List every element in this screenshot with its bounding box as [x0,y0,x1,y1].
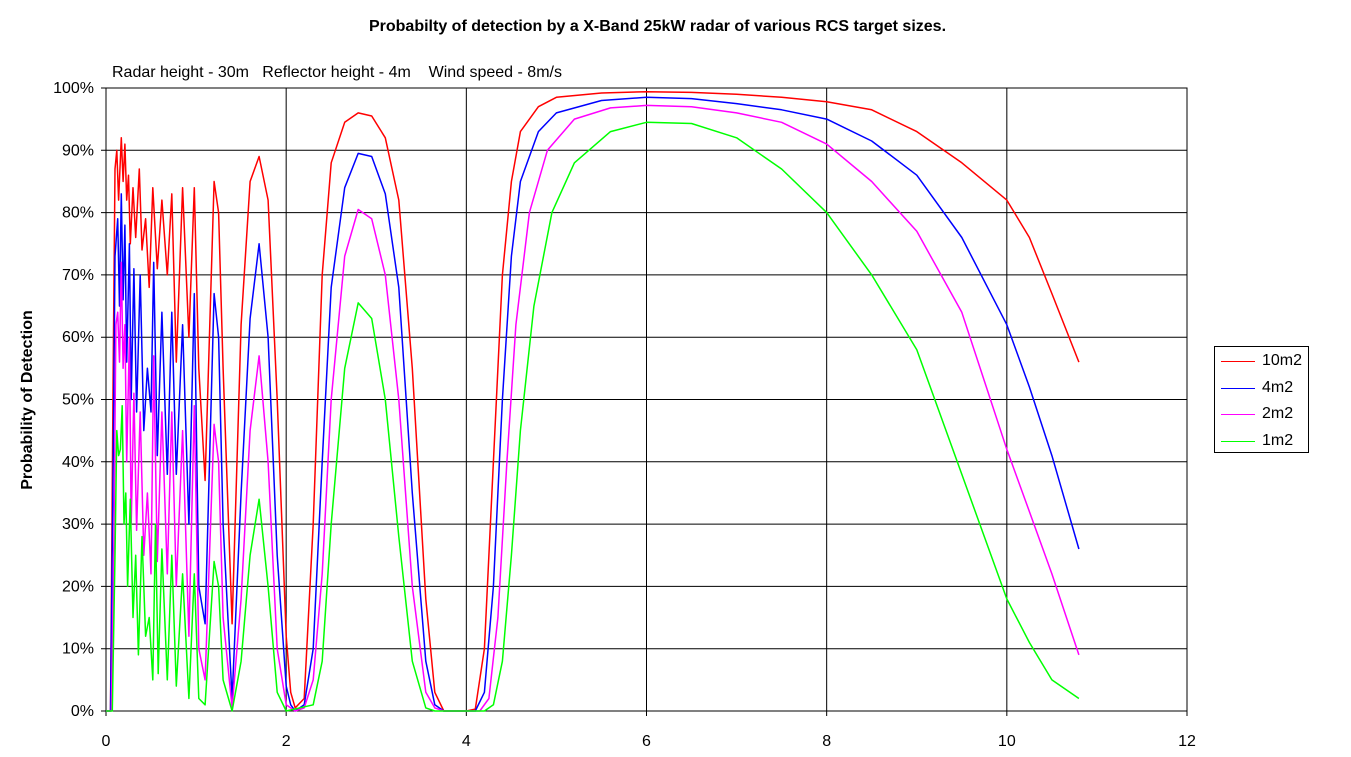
legend-swatch [1221,440,1255,442]
y-tick-label: 100% [53,80,94,97]
series-line-10m2 [106,90,1080,712]
x-tick-label: 0 [102,733,111,750]
y-tick-label: 50% [62,392,94,409]
y-tick-label: 70% [62,267,94,284]
x-tick-label: 12 [1178,733,1196,750]
legend-item: 4m2 [1215,376,1308,403]
y-tick-label: 20% [62,578,94,595]
legend-item: 1m2 [1215,429,1308,456]
x-tick-label: 10 [998,733,1016,750]
series-line-2m2 [106,104,1080,712]
legend-swatch [1221,414,1255,415]
y-tick-label: 90% [62,142,94,159]
legend-label: 10m2 [1262,352,1303,369]
legend-label: 1m2 [1262,431,1294,449]
legend-label: 2m2 [1262,405,1294,422]
y-tick-label: 0% [71,703,94,720]
legend: 10m2 4m2 2m2 1m2 [1214,346,1309,453]
chart-title: Probabilty of detection by a X-Band 25kW… [368,18,947,35]
legend-swatch [1221,387,1255,389]
y-tick-label: 40% [62,454,94,471]
grid-lines [101,87,1188,716]
y-tick-label: 60% [62,329,94,346]
x-tick-label: 4 [462,733,471,750]
legend-label: 4m2 [1262,378,1294,396]
series-lines [106,90,1080,712]
legend-item: 2m2 [1215,402,1308,429]
tick-labels: 0% 10% 20% 30% 40% 50% 60% 70% 80% 90% 100% 0 2 4 6 8 10… [53,80,1196,750]
x-tick-label: 8 [822,733,831,750]
y-tick-label: 10% [62,641,94,658]
legend-swatch [1221,361,1255,362]
series-line-1m2 [106,121,1080,712]
y-axis-label: Probability of Detection [19,310,36,490]
chart-annotation: Radar height - 30m Reflector height - 4m… [112,64,562,81]
x-tick-label: 2 [282,733,291,750]
y-tick-label: 80% [62,205,94,222]
series-line-4m2 [106,96,1080,712]
x-tick-label: 6 [642,733,651,750]
y-tick-label: 30% [62,516,94,533]
legend-item: 10m2 [1215,349,1308,376]
